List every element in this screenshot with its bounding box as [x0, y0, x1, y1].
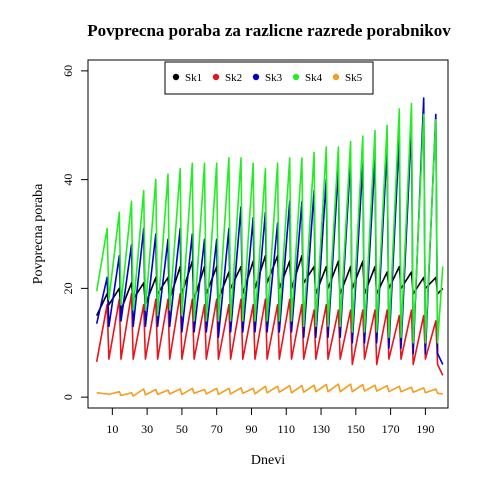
x-tick-label: 110 — [277, 422, 295, 436]
y-tick-label: 40 — [61, 174, 75, 186]
x-tick-label: 10 — [106, 422, 118, 436]
y-axis: 0 20 40 60 — [61, 65, 89, 400]
series-line-sk5 — [96, 383, 443, 397]
legend-marker-sk4 — [292, 73, 300, 81]
legend-marker-sk5 — [332, 73, 340, 81]
legend-label-sk1: Sk1 — [185, 72, 202, 84]
y-tick-label: 60 — [61, 65, 75, 77]
x-tick-label: 170 — [382, 422, 400, 436]
legend: Sk1 Sk2 Sk3 Sk4 Sk5 — [164, 61, 374, 95]
legend-marker-sk2 — [212, 73, 220, 81]
legend-label-sk4: Sk4 — [305, 72, 323, 84]
y-axis-label: Povprecna poraba — [31, 183, 46, 284]
x-tick-label: 50 — [176, 422, 188, 436]
y-tick-label: 0 — [61, 394, 75, 400]
x-axis: 10 30 50 70 90 110 130 150 170 190 — [106, 407, 434, 436]
x-tick-label: 70 — [211, 422, 223, 436]
y-tick-label: 20 — [61, 282, 75, 294]
x-tick-label: 30 — [141, 422, 153, 436]
x-tick-label: 190 — [416, 422, 434, 436]
x-axis-label: Dnevi — [251, 453, 285, 468]
x-tick-label: 150 — [347, 422, 365, 436]
x-tick-label: 90 — [245, 422, 257, 436]
legend-label-sk2: Sk2 — [225, 72, 242, 84]
series-line-sk4 — [95, 102, 444, 344]
chart-title: Povprecna poraba za razlicne razrede por… — [87, 21, 451, 40]
legend-label-sk5: Sk5 — [345, 72, 363, 84]
series-layer — [95, 97, 444, 397]
series-line-sk3 — [95, 97, 444, 365]
legend-marker-sk1 — [172, 73, 180, 81]
legend-label-sk3: Sk3 — [265, 72, 283, 84]
legend-marker-sk3 — [252, 73, 260, 81]
x-tick-label: 130 — [312, 422, 330, 436]
